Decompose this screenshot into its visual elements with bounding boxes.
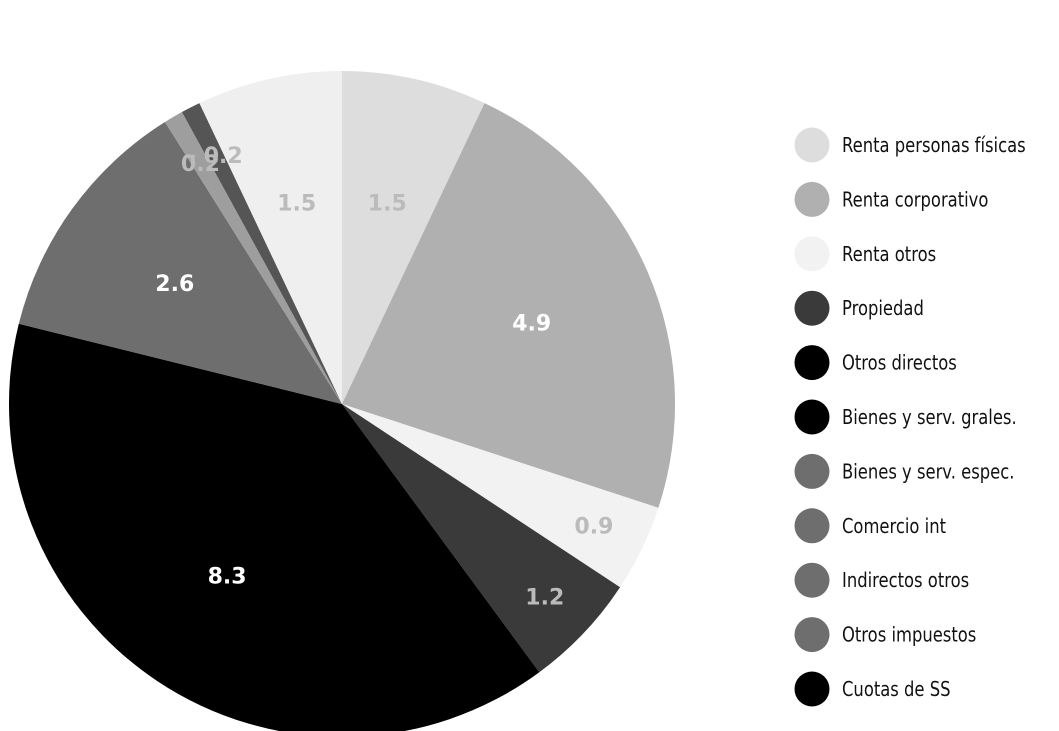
slice-value-label-comercio-int: 0.2 — [181, 152, 220, 177]
slice-value-label-renta-otros: 0.9 — [574, 515, 613, 540]
legend-swatch-bienes-y-serv-espec — [794, 453, 830, 489]
slice-renta-corporativo — [342, 103, 676, 508]
legend-swatch-renta-corporativo — [794, 181, 830, 217]
legend-swatch-renta-otros — [794, 236, 830, 272]
legend-label-comercio-int: Comercio int — [842, 515, 946, 538]
legend-swatch-cuotas-de-ss — [794, 671, 830, 707]
legend-swatch-renta-personas-fisicas — [794, 127, 830, 163]
legend-swatch-bienes-y-serv-grales — [794, 399, 830, 435]
legend-label-renta-otros: Renta otros — [842, 243, 936, 266]
legend-swatch-otros-directos — [794, 345, 830, 381]
slice-labels: 1.5 4.9 0.9 1.2 8.3 2.6 0.2- 0.2 1.5 — [155, 144, 613, 611]
slice-value-label-renta-personas-fisicas: 1.5 — [368, 192, 407, 217]
slice-value-label-bienes-y-serv-grales: 8.3 — [208, 565, 247, 590]
slice-cuotas-de-ss — [199, 71, 342, 404]
legend-swatch-comercio-int — [794, 508, 830, 544]
legend-label-otros-directos: Otros directos — [842, 352, 957, 375]
legend: Renta personas físicas Renta corporativo R… — [794, 127, 1026, 707]
legend-swatch-propiedad — [794, 290, 830, 326]
slice-renta-otros — [342, 404, 659, 588]
legend-swatch-otros-impuestos — [794, 617, 830, 653]
legend-swatch-indirectos-otros — [794, 562, 830, 598]
slice-bienes-y-serv-espec — [18, 121, 343, 404]
slice-propiedad — [342, 404, 621, 673]
legend-label-bienes-y-serv-espec: Bienes y serv. espec. — [842, 461, 1014, 484]
legend-label-renta-personas-fisicas: Renta personas físicas — [842, 135, 1026, 158]
slice-value-label-bienes-y-serv-espec: 2.6 — [155, 272, 194, 297]
slice-renta-personas-fisicas — [342, 71, 485, 404]
legend-label-bienes-y-serv-grales: Bienes y serv. grales. — [842, 407, 1017, 430]
pie-slices — [9, 71, 676, 731]
slice-value-label-cuotas-de-ss: 1.5 — [277, 192, 316, 217]
slice-value-label-propiedad: 1.2 — [525, 586, 564, 611]
legend-label-renta-corporativo: Renta corporativo — [842, 189, 988, 212]
slice-value-label-renta-corporativo: 4.9 — [512, 312, 551, 337]
slice-comercio-int — [164, 112, 342, 404]
slice-value-label-indirectos-otros: - 0.2 — [187, 144, 243, 169]
legend-label-cuotas-de-ss: Cuotas de SS — [842, 679, 951, 702]
slice-indirectos-otros — [181, 103, 342, 404]
legend-label-propiedad: Propiedad — [842, 298, 924, 321]
legend-label-indirectos-otros: Indirectos otros — [842, 570, 969, 593]
slice-bienes-y-serv-grales — [9, 323, 540, 731]
legend-label-otros-impuestos: Otros impuestos — [842, 624, 976, 647]
